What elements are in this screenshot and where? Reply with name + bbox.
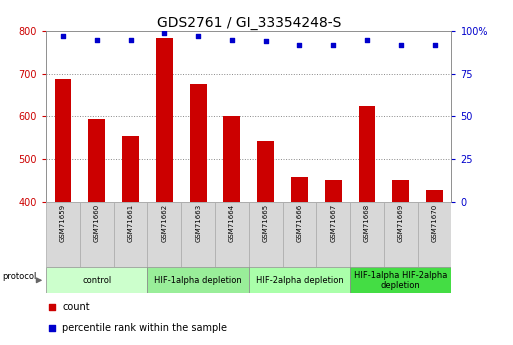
Text: protocol: protocol (2, 272, 37, 281)
Bar (46, 202, 80, 267)
Title: GDS2761 / GI_33354248-S: GDS2761 / GI_33354248-S (156, 16, 341, 30)
Bar (190, 85, 207, 345)
Bar (215, 202, 249, 267)
Bar (317, 202, 350, 267)
Bar (359, 106, 376, 345)
Bar (392, 180, 409, 345)
Bar (114, 202, 148, 267)
Point (430, 42, 439, 48)
Point (127, 37, 135, 42)
Point (93, 37, 101, 42)
Text: GSM71659: GSM71659 (60, 204, 66, 242)
Bar (80, 202, 114, 267)
Point (48, 304, 56, 310)
Text: GSM71660: GSM71660 (94, 204, 100, 242)
Text: HIF-1alpha HIF-2alpha
depletion: HIF-1alpha HIF-2alpha depletion (354, 270, 447, 290)
Bar (325, 180, 342, 345)
Text: GSM71668: GSM71668 (364, 204, 370, 242)
Text: GSM71661: GSM71661 (128, 204, 133, 242)
Bar (122, 136, 139, 345)
Text: GSM71669: GSM71669 (398, 204, 404, 242)
Bar (224, 117, 241, 345)
Bar (257, 141, 274, 345)
Text: HIF-1alpha depletion: HIF-1alpha depletion (154, 276, 242, 285)
Point (194, 33, 202, 39)
Point (48, 325, 56, 331)
Point (262, 39, 270, 44)
Bar (283, 202, 317, 267)
Bar (249, 267, 350, 293)
Bar (148, 202, 181, 267)
Bar (88, 119, 105, 345)
Text: GSM71670: GSM71670 (431, 204, 438, 242)
Point (160, 30, 168, 36)
Text: count: count (63, 302, 90, 312)
Text: GSM71664: GSM71664 (229, 204, 235, 242)
Point (329, 42, 338, 48)
Text: control: control (82, 276, 111, 285)
Bar (350, 202, 384, 267)
Bar (181, 202, 215, 267)
Bar (291, 177, 308, 345)
Text: GSM71665: GSM71665 (263, 204, 269, 242)
Bar (148, 267, 249, 293)
Point (363, 37, 371, 42)
Bar (46, 267, 148, 293)
Text: GSM71662: GSM71662 (162, 204, 167, 242)
Bar (384, 202, 418, 267)
Point (295, 42, 304, 48)
Point (59, 33, 67, 39)
Bar (418, 202, 451, 267)
Bar (249, 202, 283, 267)
Text: HIF-2alpha depletion: HIF-2alpha depletion (255, 276, 343, 285)
Text: percentile rank within the sample: percentile rank within the sample (63, 323, 227, 333)
Bar (426, 190, 443, 345)
Text: GSM71667: GSM71667 (330, 204, 336, 242)
Bar (54, 79, 71, 345)
Bar (156, 38, 173, 345)
Point (397, 42, 405, 48)
Point (228, 37, 236, 42)
Text: GSM71663: GSM71663 (195, 204, 201, 242)
Bar (350, 267, 451, 293)
Text: GSM71666: GSM71666 (297, 204, 303, 242)
